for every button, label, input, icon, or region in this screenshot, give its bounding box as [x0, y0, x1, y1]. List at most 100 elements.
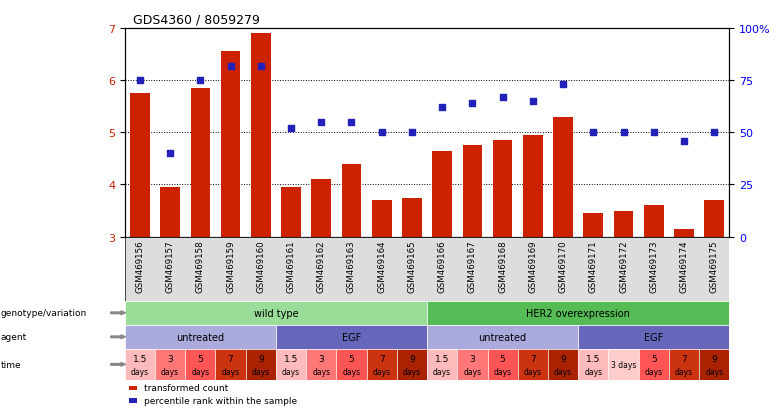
- Text: untreated: untreated: [176, 332, 225, 342]
- Text: 9: 9: [560, 354, 566, 363]
- Bar: [639, 349, 669, 380]
- Bar: [125, 301, 427, 325]
- Bar: [336, 349, 367, 380]
- Bar: [125, 325, 276, 349]
- Point: [225, 63, 237, 70]
- Text: days: days: [342, 367, 360, 376]
- Text: 7: 7: [379, 354, 385, 363]
- Bar: [674, 229, 693, 237]
- Text: GSM469157: GSM469157: [165, 240, 175, 293]
- Point: [346, 119, 358, 126]
- Bar: [130, 94, 150, 237]
- Bar: [669, 349, 699, 380]
- Text: GSM469160: GSM469160: [257, 240, 265, 293]
- Point: [315, 119, 328, 126]
- Text: percentile rank within the sample: percentile rank within the sample: [144, 396, 296, 405]
- Bar: [276, 349, 307, 380]
- Text: days: days: [645, 367, 663, 376]
- Text: days: days: [373, 367, 391, 376]
- Bar: [553, 117, 573, 237]
- Text: transformed count: transformed count: [144, 384, 228, 392]
- Text: agent: agent: [1, 332, 27, 342]
- Bar: [518, 349, 548, 380]
- Text: genotype/variation: genotype/variation: [1, 309, 87, 318]
- Text: days: days: [222, 367, 239, 376]
- Text: wild type: wild type: [254, 308, 298, 318]
- Text: days: days: [312, 367, 330, 376]
- Point: [647, 130, 660, 136]
- Point: [436, 105, 448, 112]
- Bar: [608, 349, 639, 380]
- Bar: [311, 180, 331, 237]
- Point: [375, 130, 388, 136]
- Text: GSM469167: GSM469167: [468, 240, 477, 293]
- Text: GSM469164: GSM469164: [378, 240, 386, 293]
- Text: 9: 9: [711, 354, 717, 363]
- Point: [133, 78, 146, 84]
- Text: days: days: [282, 367, 300, 376]
- Text: 1.5: 1.5: [435, 354, 449, 363]
- Text: 7: 7: [228, 354, 233, 363]
- Bar: [493, 141, 512, 237]
- Bar: [246, 349, 276, 380]
- Bar: [161, 188, 180, 237]
- Text: GDS4360 / 8059279: GDS4360 / 8059279: [133, 14, 260, 27]
- Text: 5: 5: [500, 354, 505, 363]
- Bar: [583, 214, 603, 237]
- Text: days: days: [675, 367, 693, 376]
- Text: GSM469156: GSM469156: [136, 240, 144, 293]
- Text: GSM469173: GSM469173: [649, 240, 658, 293]
- Text: GSM469168: GSM469168: [498, 240, 507, 293]
- Text: 5: 5: [349, 354, 354, 363]
- Bar: [276, 325, 427, 349]
- Bar: [614, 211, 633, 237]
- Text: GSM469170: GSM469170: [558, 240, 568, 293]
- Bar: [186, 349, 215, 380]
- Bar: [432, 151, 452, 237]
- Text: days: days: [584, 367, 602, 376]
- Text: untreated: untreated: [479, 332, 526, 342]
- Text: GSM469166: GSM469166: [438, 240, 447, 293]
- Text: days: days: [554, 367, 572, 376]
- Point: [496, 94, 509, 101]
- Bar: [578, 349, 608, 380]
- Bar: [307, 349, 336, 380]
- Text: 1.5: 1.5: [586, 354, 601, 363]
- Text: days: days: [705, 367, 723, 376]
- Point: [254, 63, 267, 70]
- Bar: [699, 349, 729, 380]
- Point: [617, 130, 629, 136]
- Text: EGF: EGF: [644, 332, 663, 342]
- Text: GSM469169: GSM469169: [528, 240, 537, 293]
- Bar: [578, 325, 729, 349]
- Text: 5: 5: [651, 354, 657, 363]
- Text: GSM469163: GSM469163: [347, 240, 356, 293]
- Text: 9: 9: [258, 354, 264, 363]
- Point: [164, 150, 176, 157]
- Text: days: days: [403, 367, 421, 376]
- Text: 7: 7: [681, 354, 687, 363]
- Bar: [402, 198, 422, 237]
- Point: [526, 98, 539, 105]
- Text: GSM469171: GSM469171: [589, 240, 597, 293]
- Bar: [463, 146, 482, 237]
- Point: [466, 100, 479, 107]
- Text: GSM469158: GSM469158: [196, 240, 205, 293]
- Text: days: days: [131, 367, 149, 376]
- Bar: [367, 349, 397, 380]
- Text: 3: 3: [470, 354, 475, 363]
- Point: [406, 130, 418, 136]
- Bar: [221, 52, 240, 237]
- Point: [708, 130, 721, 136]
- Bar: [155, 349, 186, 380]
- Text: GSM469172: GSM469172: [619, 240, 628, 293]
- Text: days: days: [161, 367, 179, 376]
- Bar: [427, 325, 578, 349]
- Text: days: days: [252, 367, 270, 376]
- Text: GSM469159: GSM469159: [226, 240, 235, 293]
- Text: 1.5: 1.5: [284, 354, 298, 363]
- Bar: [488, 349, 518, 380]
- Text: GSM469162: GSM469162: [317, 240, 326, 293]
- Text: 3: 3: [167, 354, 173, 363]
- Text: days: days: [433, 367, 451, 376]
